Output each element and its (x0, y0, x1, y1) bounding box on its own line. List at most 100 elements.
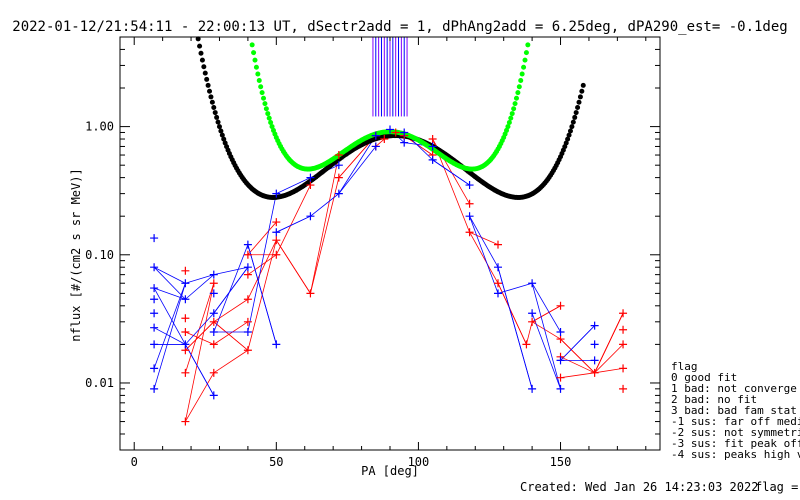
data-line (531, 321, 561, 340)
data-line (213, 349, 249, 374)
fit-point-green (525, 42, 531, 48)
data-point (428, 155, 437, 164)
data-line (432, 159, 470, 186)
data-line (338, 146, 377, 194)
fit-point-green (255, 71, 261, 77)
x-axis-label: PA [deg] (361, 464, 419, 478)
data-point (272, 218, 281, 227)
fit-point-black (207, 88, 213, 94)
data-point (556, 301, 565, 310)
data-line (310, 177, 340, 294)
legend-title: flag (671, 360, 698, 373)
data-point (334, 151, 343, 160)
fit-point-green (506, 119, 512, 125)
data-point (556, 384, 565, 393)
data-point (181, 279, 190, 288)
fit-point-black (216, 124, 222, 130)
data-line (213, 266, 249, 314)
data-point (243, 317, 252, 326)
fit-point-green (522, 57, 528, 63)
fit-point-black (197, 43, 203, 49)
fit-point-green (513, 95, 519, 101)
fit-point-green (512, 101, 518, 107)
legend-item: 1 bad: not converge (671, 382, 797, 395)
data-line (594, 313, 624, 373)
data-point (465, 212, 474, 221)
x-tick-label: 50 (269, 455, 283, 469)
data-point (209, 309, 218, 318)
data-line (560, 356, 595, 374)
fit-point-black (577, 94, 583, 100)
data-line (153, 283, 186, 389)
data-point (272, 250, 281, 259)
fit-point-black (205, 82, 211, 88)
fit-point-green (511, 106, 517, 112)
data-line (338, 135, 377, 194)
data-point (494, 279, 502, 288)
data-point (181, 314, 190, 323)
fit-point-green (263, 106, 269, 112)
data-point (334, 173, 343, 182)
y-tick-label: 0.10 (85, 248, 114, 262)
data-line (497, 267, 533, 389)
fit-point-green (258, 84, 264, 90)
fit-point-black (221, 136, 227, 142)
data-line (247, 221, 277, 256)
data-point (590, 340, 599, 349)
fit-point-green (251, 50, 257, 56)
data-point (386, 125, 394, 134)
data-point (465, 228, 474, 237)
data-point (209, 279, 218, 288)
fit-point-green (509, 111, 515, 117)
data-line (185, 312, 215, 345)
data-line (594, 344, 624, 374)
data-point (306, 173, 315, 182)
data-point (528, 279, 537, 288)
data-point (181, 327, 190, 336)
data-point (272, 228, 281, 237)
data-point (209, 289, 218, 298)
fit-point-black (219, 132, 225, 138)
fit-point-green (265, 111, 271, 117)
fit-point-green (519, 71, 525, 77)
data-point (243, 327, 252, 336)
data-line (153, 266, 186, 284)
chart-title: 2022-01-12/21:54:11 - 22:00:13 UT, dSect… (12, 19, 787, 35)
data-line (594, 367, 624, 374)
fit-point-black (575, 105, 581, 111)
data-point (272, 340, 281, 349)
data-point (556, 356, 565, 365)
data-point (209, 327, 218, 336)
data-point (465, 199, 474, 208)
data-markers (150, 125, 628, 426)
data-point (306, 181, 315, 190)
created-timestamp: Created: Wed Jan 26 14:23:03 2022 (520, 480, 758, 494)
fit-point-green (261, 95, 267, 101)
flag-footer: flag = 0 (755, 480, 800, 494)
fit-point-black (215, 119, 221, 125)
data-line (184, 283, 215, 422)
fit-point-green (262, 101, 268, 107)
fit-point-black (565, 136, 571, 142)
y-axis-label: nflux [#/(cm2 s sr MeV)] (69, 168, 83, 341)
data-line (531, 283, 561, 389)
fit-point-black (579, 88, 585, 94)
data-point (209, 270, 218, 279)
fit-point-black (204, 76, 210, 82)
fit-point-black (218, 128, 224, 134)
fit-point-green (269, 124, 275, 130)
legend-item: -1 sus: far off media (671, 415, 800, 428)
y-tick-label: 0.01 (85, 376, 114, 390)
fit-point-black (573, 110, 579, 116)
data-point (243, 270, 252, 279)
data-line (310, 154, 340, 294)
fit-point-black (214, 114, 220, 120)
fit-point-green (252, 57, 258, 63)
fit-curves (195, 36, 586, 200)
data-line (213, 321, 249, 351)
data-point (243, 240, 252, 249)
data-point (306, 289, 315, 298)
data-line (185, 372, 215, 422)
data-point (181, 340, 190, 349)
